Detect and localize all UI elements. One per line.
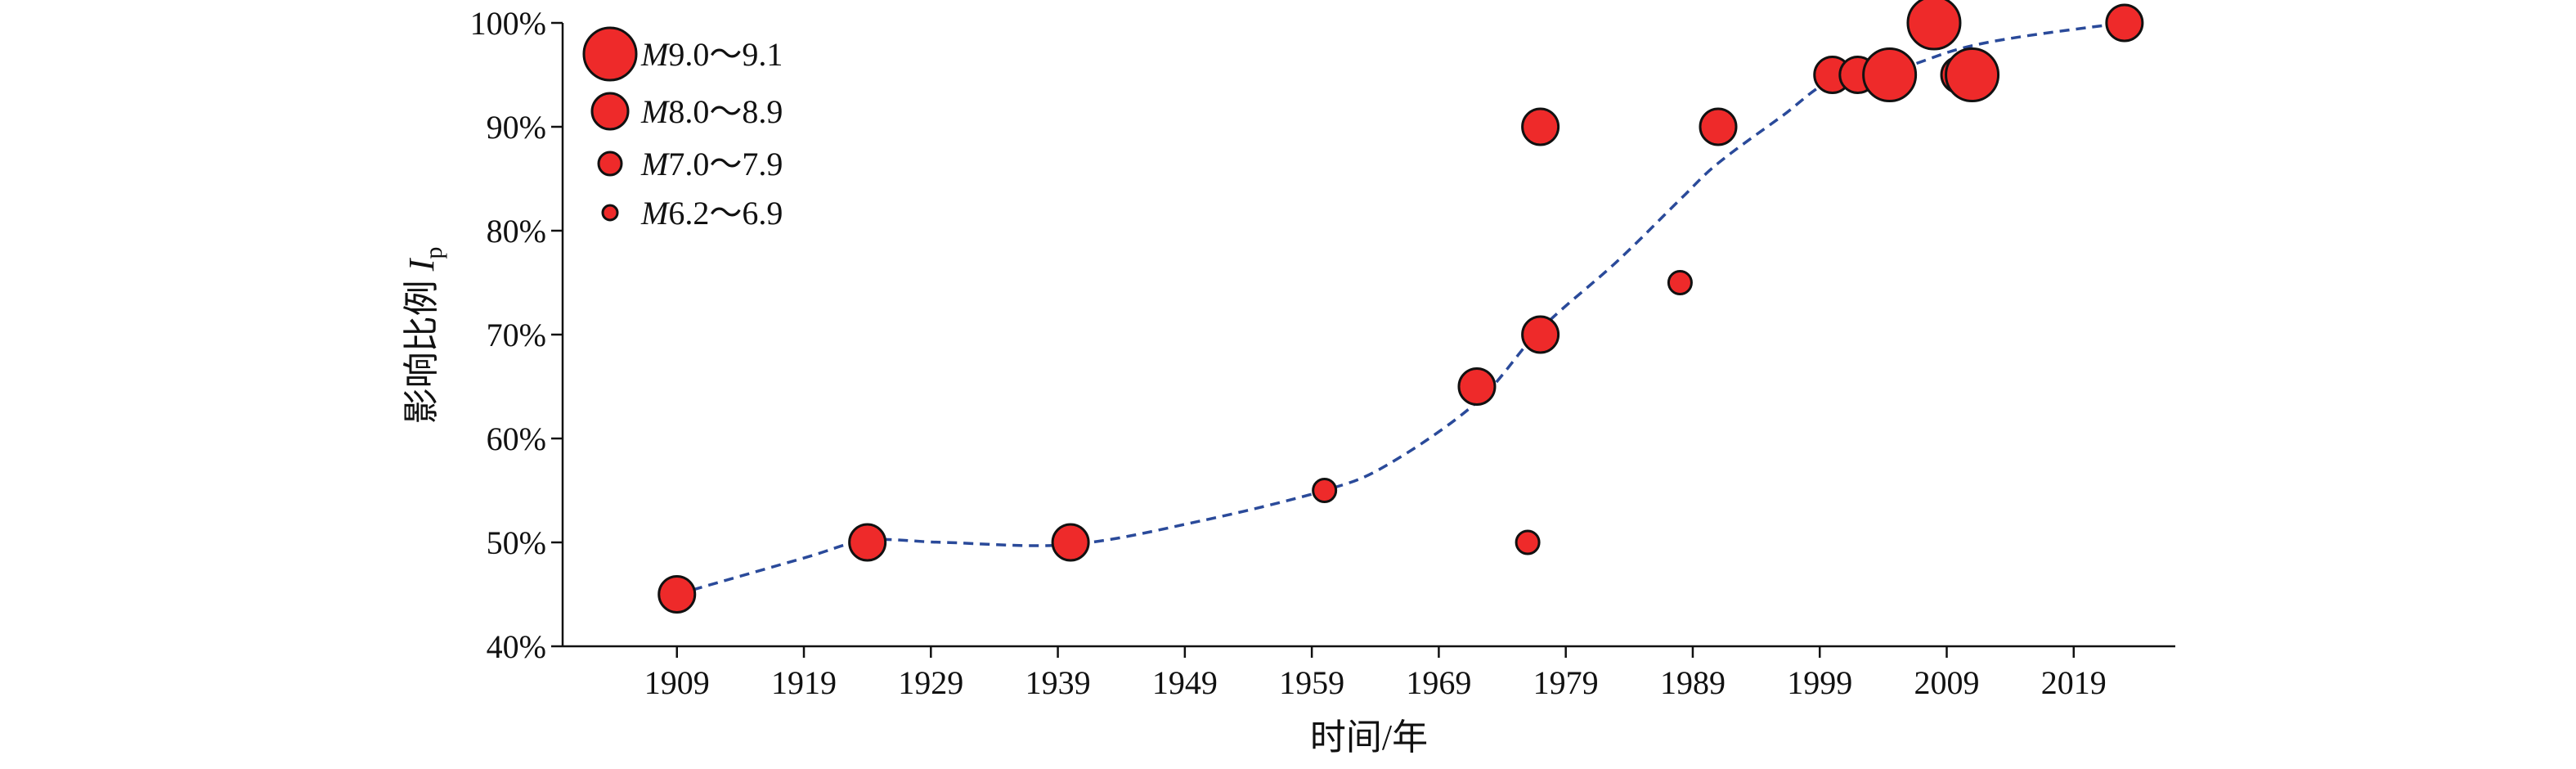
- data-point: [1667, 270, 1693, 295]
- y-tick-label: 80%: [487, 213, 546, 250]
- x-tick-label: 1979: [1533, 664, 1599, 701]
- legend-label-range: 6.2～6.9: [668, 195, 783, 232]
- y-tick-label: 70%: [487, 317, 546, 353]
- y-axis-title-text: 影响比例: [402, 271, 442, 424]
- x-tick-label: 1969: [1406, 664, 1471, 701]
- legend-label-symbol: M: [640, 195, 671, 232]
- x-tick-label: 1929: [898, 664, 963, 701]
- legend: M9.0～9.1M8.0～8.9M7.0～7.9M6.2～6.9: [582, 26, 783, 232]
- y-tick-label: 40%: [487, 628, 546, 665]
- data-point: [1457, 367, 1497, 406]
- data-point: [1051, 523, 1090, 562]
- data-point: [1312, 478, 1338, 503]
- y-axis-title-subscript: p: [420, 247, 447, 259]
- y-tick-label: 50%: [487, 524, 546, 561]
- y-axis-title-symbol: I: [402, 257, 442, 272]
- legend-label-range: 9.0～9.1: [668, 36, 783, 73]
- data-point: [1906, 0, 1962, 51]
- y-axis-ticks: 40% 50% 60% 70% 80% 90% 100%: [470, 5, 563, 665]
- legend-label-range: 8.0～8.9: [668, 93, 783, 130]
- legend-label: M9.0～9.1: [640, 36, 783, 73]
- y-axis-title: 影响比例 Ip: [402, 247, 447, 425]
- legend-label: M8.0～8.9: [640, 93, 783, 130]
- data-point: [1521, 315, 1560, 354]
- data-point: [1862, 47, 1918, 102]
- x-tick-label: 1949: [1152, 664, 1218, 701]
- x-tick-label: 1959: [1279, 664, 1344, 701]
- legend-label-symbol: M: [640, 93, 671, 130]
- y-tick-label: 90%: [487, 109, 546, 146]
- legend-marker: [601, 204, 619, 222]
- x-tick-label: 1909: [644, 664, 710, 701]
- legend-label-range: 7.0～7.9: [668, 146, 783, 182]
- legend-label: M7.0～7.9: [640, 146, 783, 182]
- legend-marker: [590, 92, 630, 131]
- legend-label-symbol: M: [640, 146, 671, 182]
- x-tick-label: 2019: [2041, 664, 2107, 701]
- y-tick-label: 100%: [470, 5, 546, 42]
- x-tick-label: 2009: [1914, 664, 1980, 701]
- data-point: [848, 523, 887, 562]
- data-point: [1515, 529, 1541, 555]
- legend-label-symbol: M: [640, 36, 671, 73]
- legend-marker: [582, 26, 638, 82]
- data-point: [1521, 107, 1560, 146]
- data-point: [2105, 3, 2144, 43]
- x-tick-label: 1939: [1025, 664, 1091, 701]
- data-point: [657, 575, 697, 614]
- x-tick-label: 1989: [1660, 664, 1726, 701]
- x-tick-label: 1999: [1787, 664, 1852, 701]
- x-axis-title: 时间/年: [1310, 717, 1428, 758]
- x-tick-label: 1919: [771, 664, 837, 701]
- data-point: [1945, 47, 2000, 102]
- data-point: [1699, 107, 1738, 146]
- legend-label: M6.2～6.9: [640, 195, 783, 232]
- y-tick-label: 60%: [487, 420, 546, 457]
- trend-line: [676, 21, 2125, 596]
- legend-marker: [597, 151, 623, 177]
- data-points: [657, 0, 2144, 614]
- x-axis-ticks: 1909 1919 1929 1939 1949 1959 1969 1979 1989 1999…: [644, 646, 2107, 701]
